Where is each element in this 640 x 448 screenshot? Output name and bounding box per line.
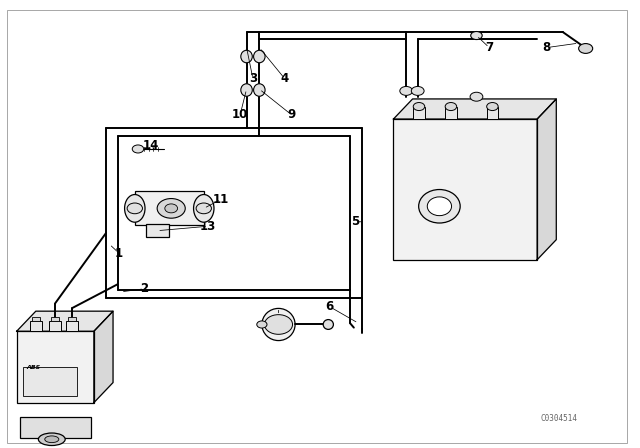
Bar	[68, 317, 76, 322]
Bar	[20, 417, 91, 439]
Circle shape	[257, 321, 267, 328]
Circle shape	[486, 103, 498, 111]
Bar	[32, 317, 40, 322]
Ellipse shape	[262, 308, 295, 340]
Bar	[17, 331, 94, 403]
Circle shape	[157, 198, 185, 218]
Ellipse shape	[428, 197, 452, 215]
Text: 10: 10	[232, 108, 248, 121]
Polygon shape	[94, 311, 113, 403]
Text: 11: 11	[213, 193, 229, 206]
Polygon shape	[394, 99, 556, 119]
Text: ABS: ABS	[26, 365, 40, 370]
Bar	[51, 317, 59, 322]
Text: C0304514: C0304514	[540, 414, 577, 423]
Circle shape	[470, 31, 482, 39]
Text: 1: 1	[115, 246, 123, 259]
Text: 3: 3	[249, 72, 257, 86]
Ellipse shape	[45, 436, 59, 443]
Ellipse shape	[241, 50, 252, 63]
Circle shape	[196, 203, 211, 214]
Circle shape	[445, 103, 457, 111]
Circle shape	[579, 43, 593, 53]
Text: 5: 5	[351, 215, 359, 228]
Polygon shape	[17, 311, 113, 331]
Text: 12: 12	[270, 309, 287, 322]
Text: 14: 14	[143, 139, 159, 152]
Ellipse shape	[419, 190, 460, 223]
Circle shape	[413, 103, 425, 111]
Bar	[413, 107, 425, 119]
Ellipse shape	[241, 84, 252, 96]
Ellipse shape	[125, 194, 145, 222]
Bar	[486, 107, 498, 119]
Ellipse shape	[253, 50, 265, 63]
Text: 2: 2	[140, 282, 148, 295]
Ellipse shape	[38, 433, 65, 445]
Text: 7: 7	[485, 41, 493, 54]
Bar	[445, 107, 457, 119]
Circle shape	[470, 92, 483, 101]
Text: 4: 4	[281, 72, 289, 86]
Circle shape	[127, 203, 143, 214]
Circle shape	[165, 204, 177, 213]
Bar	[146, 224, 169, 237]
Bar	[30, 322, 42, 331]
Polygon shape	[537, 99, 556, 260]
Ellipse shape	[193, 194, 214, 222]
Ellipse shape	[253, 84, 265, 96]
Bar	[67, 322, 78, 331]
Text: 13: 13	[200, 220, 216, 233]
Bar	[394, 119, 537, 260]
Circle shape	[412, 86, 424, 95]
Text: 6: 6	[326, 300, 333, 313]
Circle shape	[264, 314, 292, 334]
Bar	[23, 366, 77, 396]
Circle shape	[400, 86, 413, 95]
Bar	[135, 191, 204, 225]
Bar	[49, 322, 61, 331]
Text: 9: 9	[287, 108, 296, 121]
Ellipse shape	[323, 319, 333, 329]
Circle shape	[132, 145, 144, 153]
Text: 8: 8	[543, 41, 551, 54]
